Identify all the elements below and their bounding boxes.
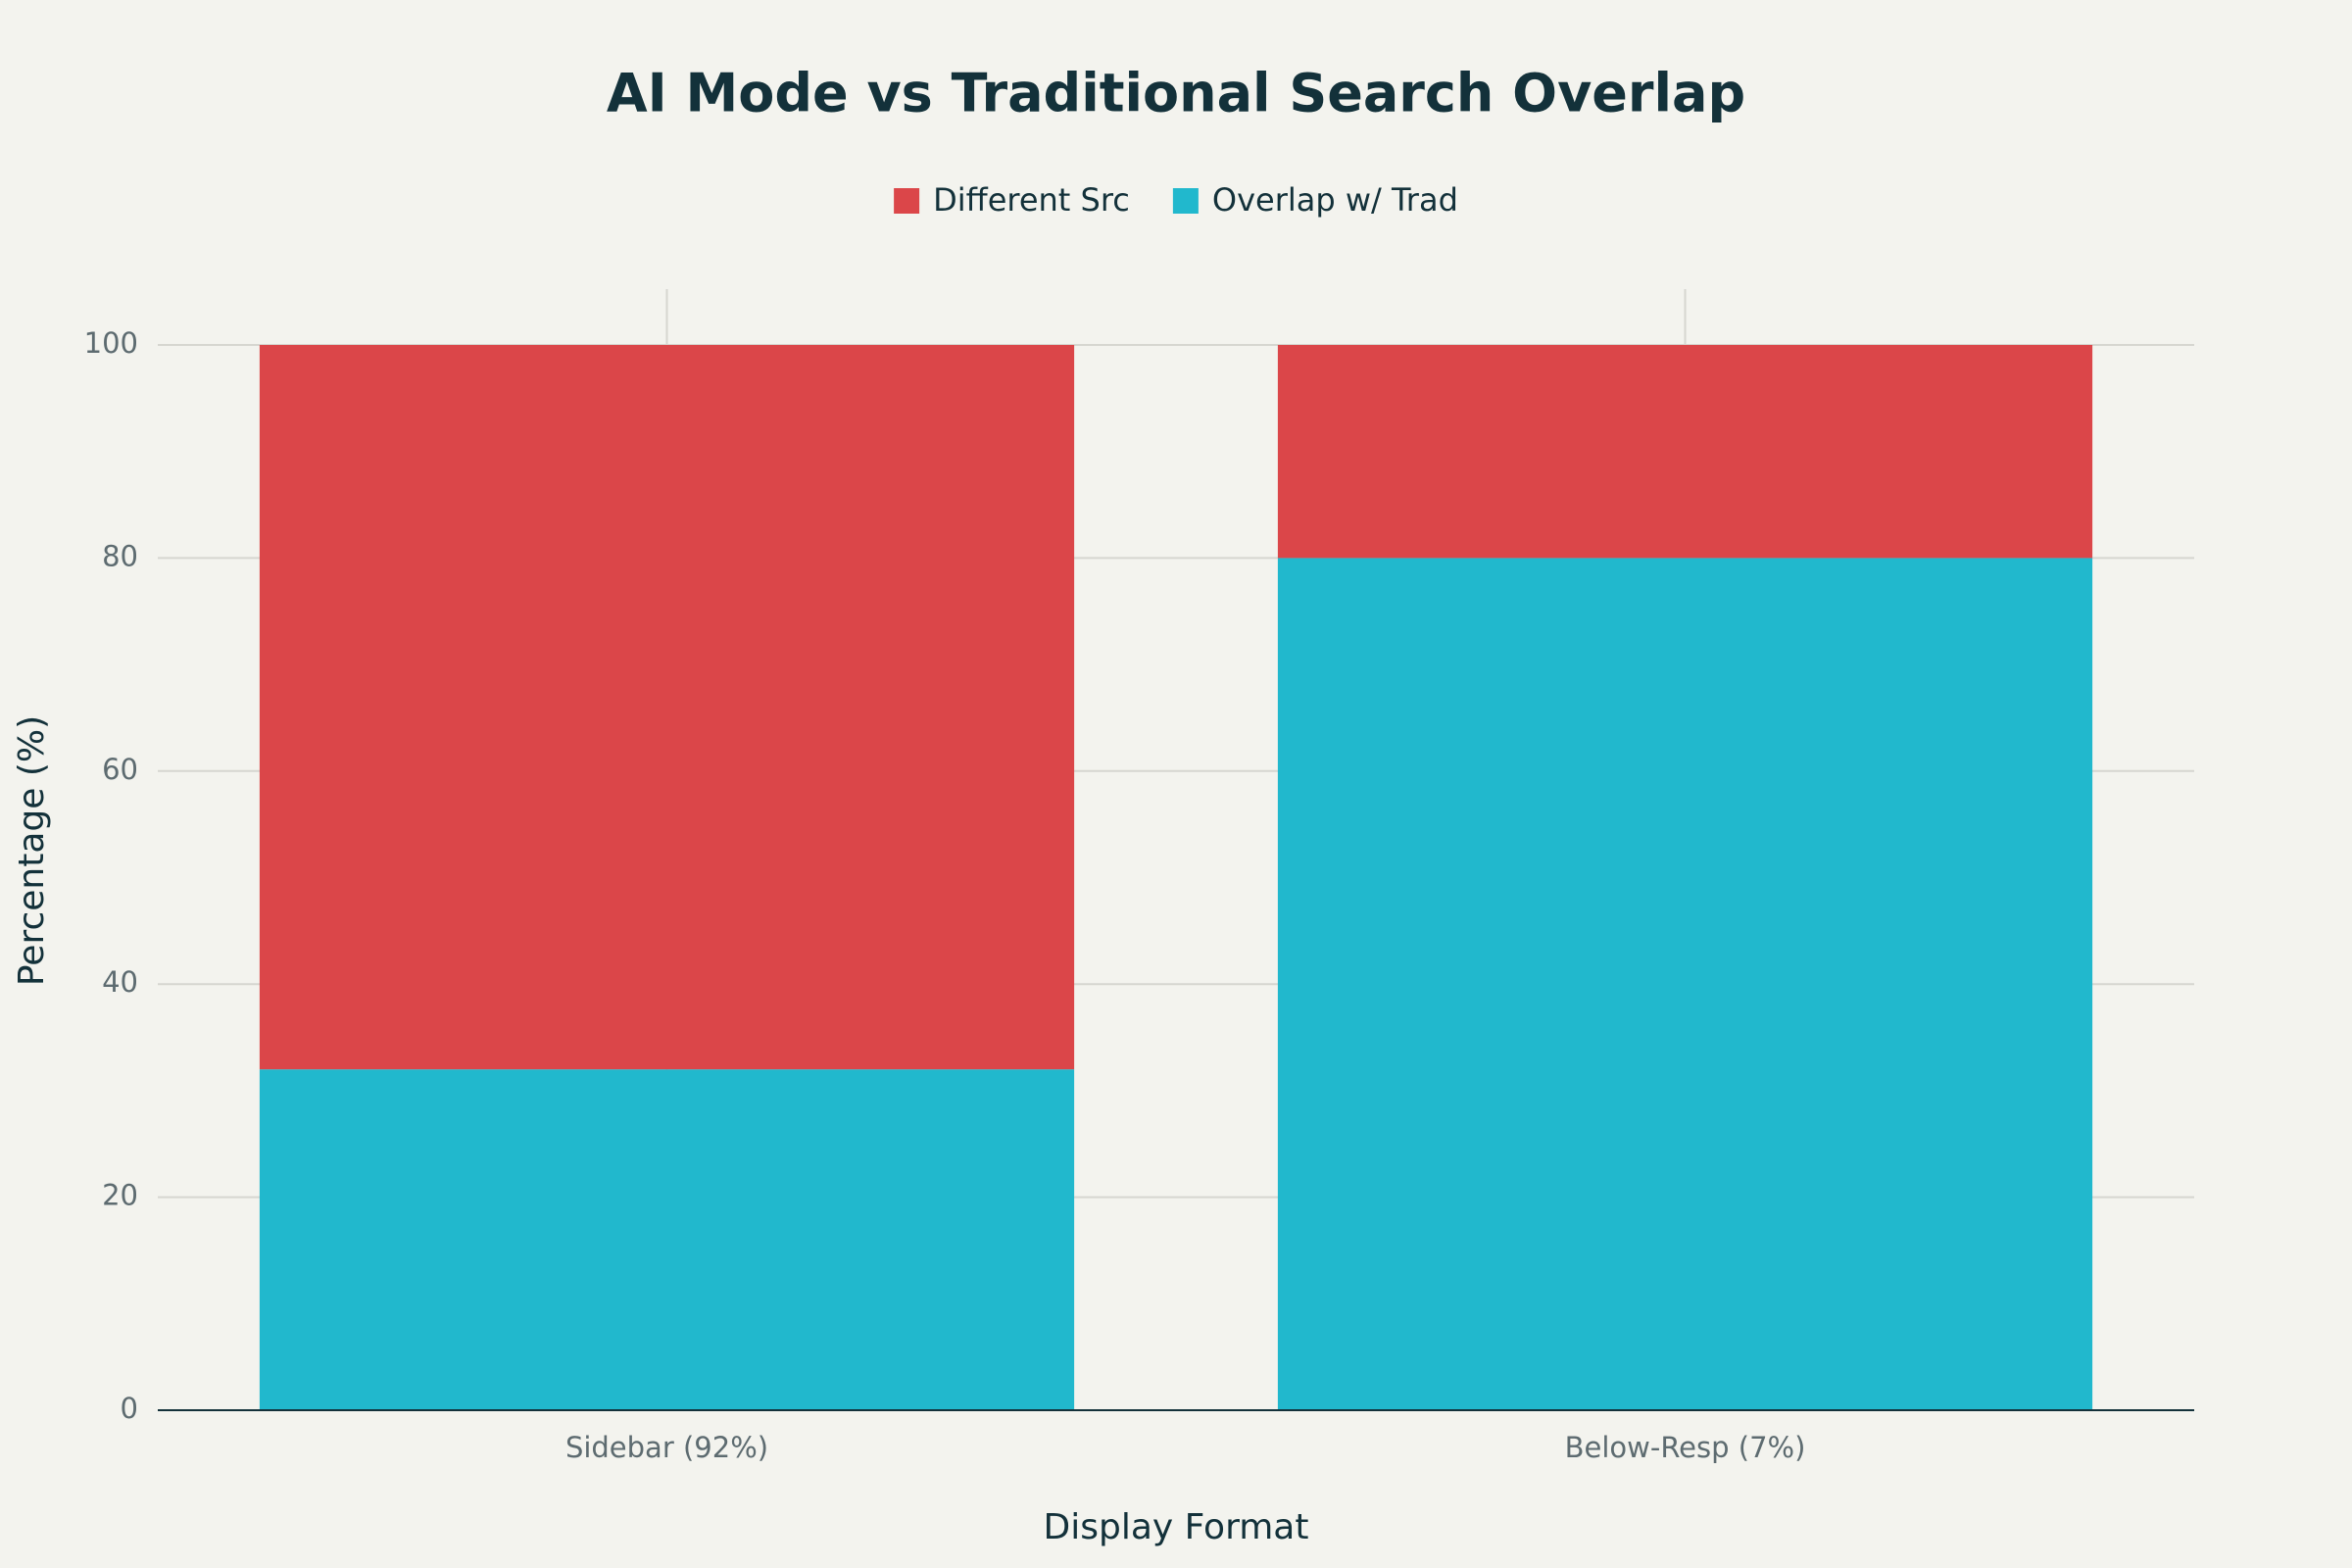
legend-label: Different Src: [933, 181, 1130, 219]
bar-segment: [259, 345, 1075, 1070]
y-tick-label: 40: [102, 965, 138, 999]
y-tick-label: 80: [102, 539, 138, 572]
x-tick-label: Below-Resp (7%): [1565, 1431, 1806, 1464]
bar-segment: [259, 1069, 1075, 1410]
bar-segment: [1277, 558, 2093, 1410]
legend-swatch: [1172, 188, 1199, 214]
chart-title: AI Mode vs Traditional Search Overlap: [607, 63, 1745, 124]
x-axis-label: Display Format: [1043, 1507, 1308, 1547]
y-tick-label: 20: [102, 1179, 138, 1212]
y-axis-label: Percentage (%): [12, 715, 52, 986]
x-tick-label: Sidebar (92%): [565, 1431, 768, 1464]
bar-segment: [1277, 345, 2093, 559]
y-tick-label: 100: [84, 326, 138, 360]
legend-label: Overlap w/ Trad: [1212, 181, 1458, 219]
y-tick-label: 0: [121, 1392, 138, 1425]
y-tick-label: 60: [102, 753, 138, 786]
legend-swatch: [894, 188, 920, 214]
